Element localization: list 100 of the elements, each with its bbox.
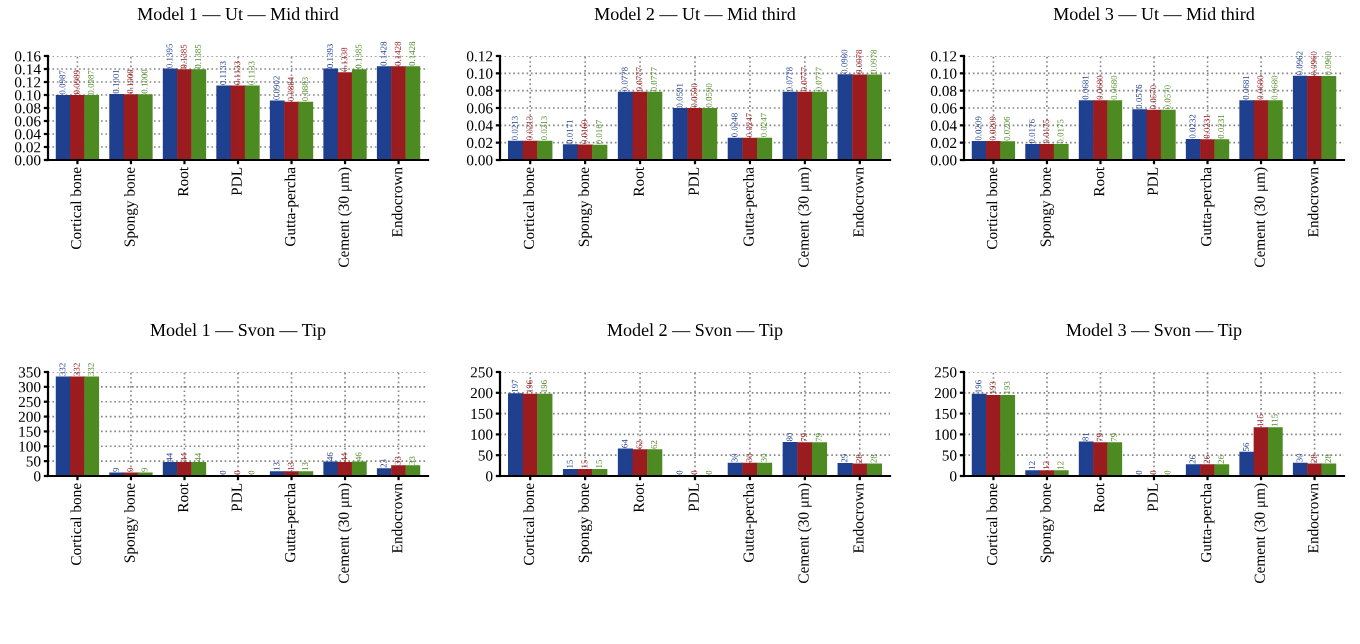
bar [1321,75,1337,160]
bar [351,69,367,160]
bar [55,95,71,160]
bar [647,449,663,476]
bar [1107,100,1123,160]
bar [177,462,192,476]
bar [742,137,758,160]
bar [1078,100,1094,160]
bar [123,94,139,160]
chart-title: Model 1 — Ut — Mid third [137,7,339,21]
bar [507,140,524,160]
bar [269,100,285,160]
bar [376,66,392,160]
bar [351,461,367,476]
bar [1253,100,1269,160]
bar [1053,143,1069,160]
chart-title: Model 3 — Svon — Tip [1066,323,1242,340]
bar [1146,109,1162,160]
bar [84,95,100,160]
bar [1185,464,1201,476]
bar [986,394,1001,476]
bar [191,462,207,476]
bar [757,137,773,160]
bar [177,69,192,160]
bar [55,376,71,476]
bar [1093,442,1108,476]
bar [1307,75,1322,160]
bar [1200,139,1215,160]
bar [1107,442,1123,476]
bar [1267,100,1283,160]
bar [782,91,798,160]
bar [537,393,553,476]
bar [1253,427,1269,476]
bar [230,85,246,160]
bar [1239,100,1255,160]
bar [298,101,314,160]
bar [1200,464,1215,476]
chart-title: Model 2 — Svon — Tip [607,323,783,340]
bar [216,85,232,160]
bar [1093,100,1108,160]
bar [811,91,828,160]
bar [162,68,178,160]
bar [1267,427,1283,476]
bar [405,66,421,160]
bar [70,376,85,476]
bar [1132,109,1148,160]
bar [1214,464,1230,476]
bar [797,91,813,160]
bar [323,461,339,476]
bar [986,141,1001,160]
chart-title: Model 2 — Ut — Mid third [594,7,796,21]
bar [1000,141,1016,160]
bar [971,141,987,160]
bar [1039,143,1055,160]
bar [109,94,125,160]
bar [244,85,260,160]
bar [391,66,406,160]
bar [162,462,178,476]
bar [617,91,633,160]
chart-title: Model 1 — Svon — Tip [150,323,326,340]
bar [337,72,353,160]
bar [1078,441,1094,476]
bar [1000,394,1016,476]
bar [84,376,100,476]
bar [797,442,813,476]
bar [284,101,299,160]
bar [782,441,798,476]
bar [522,393,538,476]
bar [757,462,773,476]
bar [971,393,987,476]
bar [391,465,406,476]
bar [687,108,703,160]
bar [632,449,648,476]
bar [337,462,353,476]
bar [742,462,758,476]
bar [1160,109,1176,160]
bar [405,465,421,476]
bar [323,68,339,160]
bar [837,74,853,160]
bar [1292,75,1308,160]
bar [1321,463,1337,476]
bar [1025,143,1041,160]
bar [811,442,828,476]
bar [852,74,868,160]
bar [562,144,579,160]
bar [1185,139,1201,160]
bar [632,91,648,160]
chart-title: Model 3 — Ut — Mid third [1053,7,1255,21]
bar [702,108,718,160]
bar [592,144,608,160]
bar [191,69,207,160]
bar [1214,139,1230,160]
bar [647,91,663,160]
bar [672,107,688,160]
bar [537,140,553,160]
bar [866,74,883,160]
bar [70,94,85,160]
bar [507,393,524,476]
bar [137,94,153,160]
bar [1239,451,1255,476]
